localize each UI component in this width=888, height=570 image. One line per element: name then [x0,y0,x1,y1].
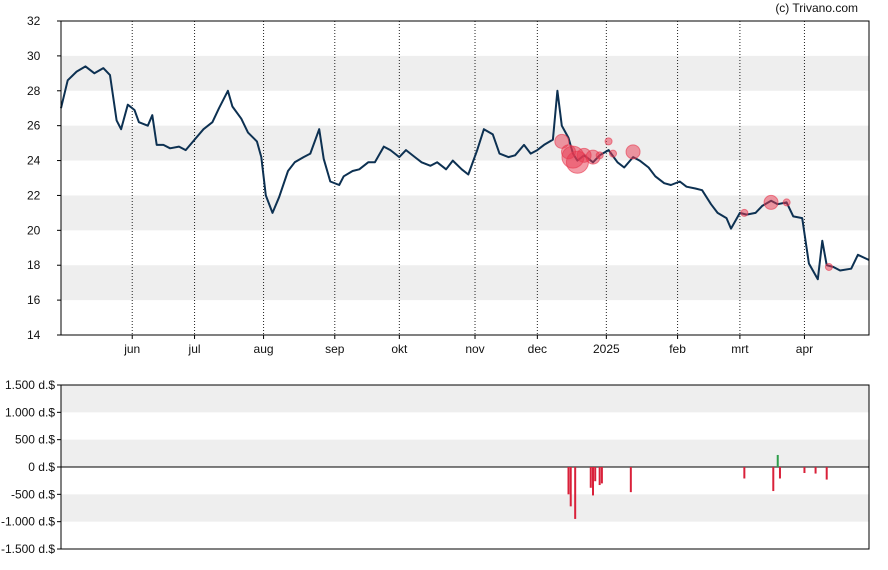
grid-band [61,385,869,413]
insider-trade-marker [740,208,749,217]
grid-band [61,265,869,301]
y-tick-label: 20 [27,223,41,237]
y-tick-label: 1.000 d.$ [5,405,55,419]
grid-band [61,125,869,161]
insider-trade-marker [625,144,641,160]
insider-trade-marker [604,137,613,146]
y-tick-label: 500 d.$ [15,433,55,447]
y-tick-label: 30 [27,49,41,63]
insider-trade-marker [595,151,604,160]
x-tick-label: aug [254,342,274,356]
x-tick-label: nov [465,342,484,356]
copyright-label: (c) Trivano.com [775,1,858,15]
x-tick-label: mrt [731,342,749,356]
y-tick-label: 1.500 d.$ [5,378,55,392]
x-tick-label: jul [188,342,201,356]
x-tick-label: sep [325,342,345,356]
y-tick-label: 22 [27,188,41,202]
y-tick-label: 18 [27,258,41,272]
volume-panel-frame [60,384,870,550]
insider-trade-marker [782,198,791,207]
x-tick-label: okt [391,342,408,356]
grid-band [61,439,869,467]
y-tick-label: 32 [27,14,41,28]
y-tick-label: -1.000 d.$ [1,515,55,529]
insider-trade-marker [763,194,779,210]
x-tick-label: apr [796,342,813,356]
y-tick-label: 14 [27,328,41,342]
y-tick-label: 28 [27,84,41,98]
y-tick-label: 0 d.$ [28,460,55,474]
main-panel-frame [60,20,870,336]
x-tick-label: dec [528,342,547,356]
y-tick-label: 26 [27,119,41,133]
insider-trade-marker [554,133,570,149]
x-tick-label: 2025 [593,342,620,356]
grid-band [61,55,869,91]
price-line [60,65,870,281]
y-tick-label: -1.500 d.$ [1,542,55,556]
y-tick-label: 16 [27,293,41,307]
x-tick-label: feb [669,342,686,356]
grid-band [61,494,869,522]
insider-trade-marker [824,262,833,271]
y-tick-label: -500 d.$ [11,487,55,501]
y-tick-label: 24 [27,154,41,168]
insider-trade-marker [609,149,618,158]
x-tick-label: jun [123,342,140,356]
